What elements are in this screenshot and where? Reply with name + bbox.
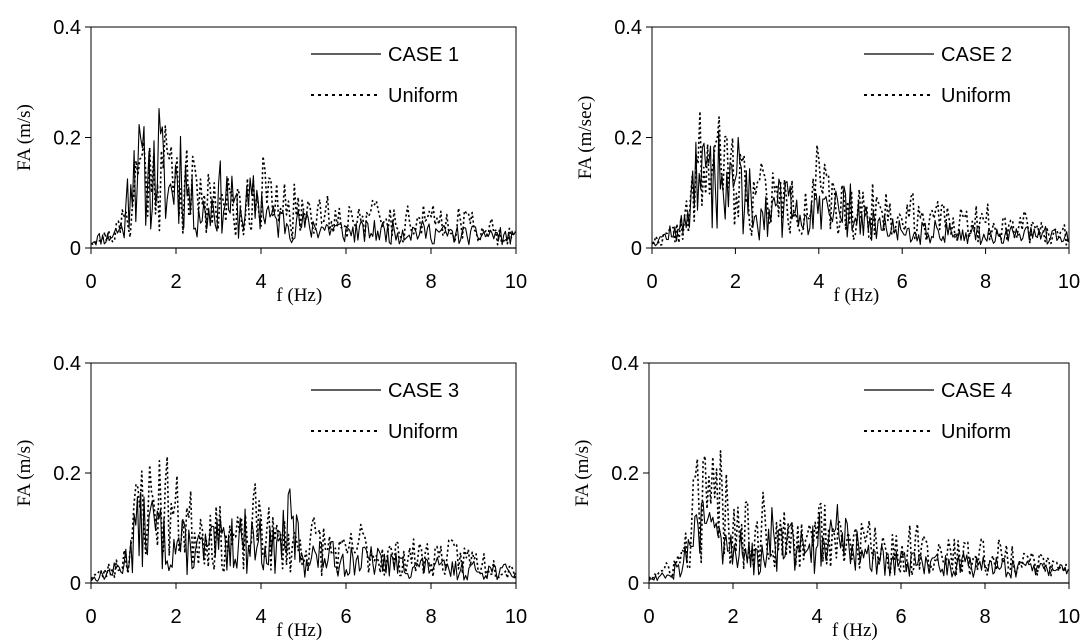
x-tick-label: 6: [897, 271, 908, 293]
series-line-case: [90, 488, 516, 582]
x-tick-label: 10: [1058, 606, 1080, 628]
x-tick-label: 4: [811, 606, 822, 628]
series-line-case: [90, 108, 516, 246]
x-tick-label: 10: [1058, 271, 1080, 293]
x-tick-label: 0: [643, 606, 654, 628]
y-tick-label: 0.4: [53, 17, 81, 39]
y-tick-label: 0: [631, 238, 642, 260]
legend: CASE 4 Uniform: [864, 380, 1012, 443]
x-axis-label: f (Hz): [276, 620, 322, 641]
y-tick-label: 0.4: [611, 353, 639, 375]
x-tick-label: 0: [646, 271, 657, 293]
legend-label: CASE 1: [388, 44, 459, 66]
x-tick-label: 2: [170, 606, 181, 628]
legend-label: CASE 2: [941, 44, 1012, 66]
legend: CASE 1 Uniform: [311, 44, 459, 107]
y-axis-label: FA (m/s): [14, 440, 35, 507]
y-tick-label: 0.2: [53, 128, 81, 150]
legend-label: CASE 4: [941, 380, 1012, 402]
x-tick-label: 0: [85, 606, 96, 628]
y-axis-label: FA (m/s): [14, 104, 35, 171]
x-tick-label: 6: [895, 606, 906, 628]
x-tick-label: 8: [980, 271, 991, 293]
y-axis-label: FA (m/sec): [575, 96, 596, 180]
x-tick-label: 0: [85, 271, 96, 293]
x-tick-label: 8: [425, 271, 436, 293]
legend-label: Uniform: [941, 85, 1011, 107]
legend-label: Uniform: [388, 421, 458, 443]
chart-panel-1: 0 0.2 0.4 0 2 4 6 8 10 f (Hz) FA (m/s) CASE 1 Unifor…: [14, 17, 527, 306]
x-tick-label: 10: [505, 606, 527, 628]
y-tick-label: 0.2: [614, 128, 642, 150]
legend-label: Uniform: [388, 85, 458, 107]
x-tick-label: 8: [425, 606, 436, 628]
series-line-uniform: [90, 455, 516, 580]
y-tick-label: 0.4: [614, 17, 642, 39]
legend-label: Uniform: [941, 421, 1011, 443]
series-line-uniform: [651, 110, 1069, 247]
chart-panel-3: 0 0.2 0.4 0 2 4 6 8 10 f (Hz) FA (m/s) CASE 3 Unifor…: [14, 353, 527, 641]
series-line-case: [648, 501, 1069, 582]
y-tick-label: 0: [70, 573, 81, 595]
series-line-uniform: [648, 450, 1069, 580]
y-axis-label: FA (m/s): [572, 440, 593, 507]
x-tick-label: 2: [727, 606, 738, 628]
x-tick-label: 4: [255, 606, 266, 628]
legend: CASE 2 Uniform: [864, 44, 1012, 107]
chart-panel-4: 0 0.2 0.4 0 2 4 6 8 10 f (Hz) FA (m/s) CASE 4 Unifor…: [572, 353, 1080, 641]
chart-panel-2: 0 0.2 0.4 0 2 4 6 8 10 f (Hz) FA (m/sec) CASE 2 Unif…: [575, 17, 1080, 306]
x-tick-label: 10: [505, 271, 527, 293]
y-tick-label: 0.4: [53, 353, 81, 375]
x-tick-label: 4: [813, 271, 824, 293]
y-tick-label: 0: [628, 573, 639, 595]
x-axis-label: f (Hz): [276, 285, 322, 306]
y-tick-label: 0: [70, 238, 81, 260]
series-line-uniform: [90, 125, 516, 246]
y-tick-label: 0.2: [53, 463, 81, 485]
legend: CASE 3 Uniform: [311, 380, 459, 443]
x-tick-label: 4: [255, 271, 266, 293]
legend-label: CASE 3: [388, 380, 459, 402]
x-tick-label: 6: [340, 606, 351, 628]
x-axis-label: f (Hz): [833, 285, 879, 306]
x-tick-label: 2: [730, 271, 741, 293]
x-tick-label: 6: [340, 271, 351, 293]
x-tick-label: 2: [170, 271, 181, 293]
x-tick-label: 8: [979, 606, 990, 628]
y-tick-label: 0.2: [611, 463, 639, 485]
x-axis-label: f (Hz): [832, 620, 878, 641]
